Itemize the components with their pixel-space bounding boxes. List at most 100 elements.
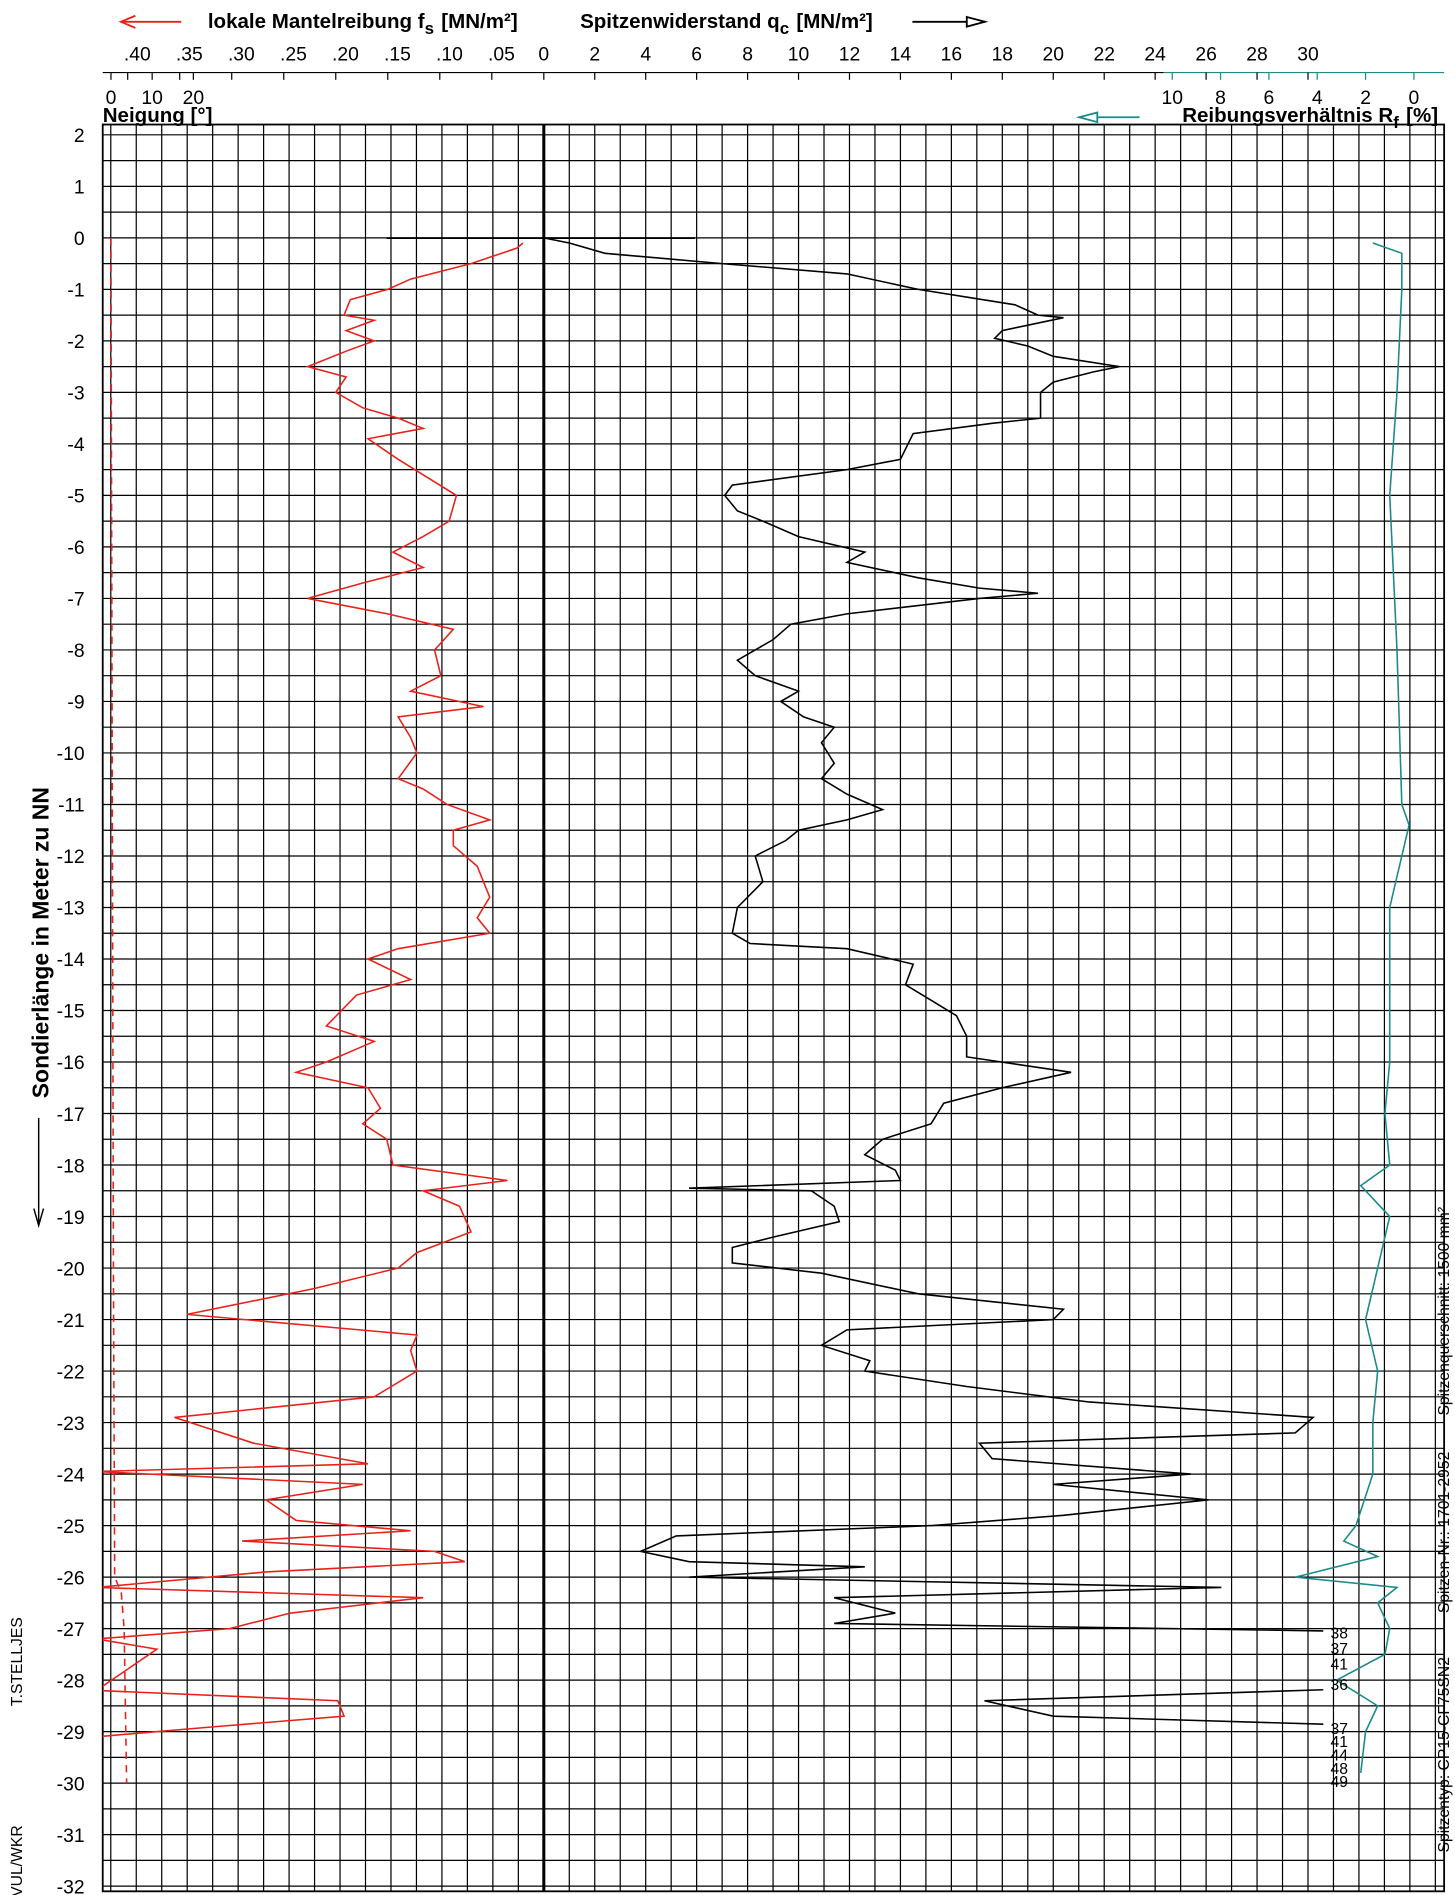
y-tick-label: -17	[57, 1105, 85, 1126]
data	[102, 237, 1410, 1784]
x-tick-label: .05	[488, 44, 515, 65]
off-scale-label: 49	[1331, 1774, 1348, 1791]
neigung-tick-label: 0	[106, 88, 117, 109]
off-scale-label: 44	[1331, 1747, 1349, 1764]
y-tick-label: -18	[57, 1156, 85, 1177]
y-tick-label: -30	[57, 1774, 85, 1795]
axis-title-unit: [%]	[1406, 104, 1438, 127]
x-tick-label: .30	[228, 44, 255, 65]
y-tick-label: -26	[57, 1568, 85, 1589]
probe-note: Spitzentyp: CP15-CF75SN2	[1436, 1657, 1453, 1853]
y-tick-label: -25	[57, 1517, 85, 1538]
neigung-tick-label: 10	[141, 88, 163, 109]
operator: T.STELLJES	[9, 1617, 26, 1706]
rf-tick-label: 2	[1360, 88, 1371, 109]
y-tick-label: 0	[74, 229, 85, 250]
axis-title-unit: [MN/m²]	[796, 10, 872, 33]
x-tick-label: 12	[839, 44, 861, 65]
y-tick-label: -4	[67, 435, 84, 456]
off-scale-label: 41	[1331, 1657, 1348, 1674]
y-tick-label: -13	[57, 899, 85, 920]
x-tick-label: 4	[640, 44, 651, 65]
y-tick-label: -12	[57, 847, 85, 868]
x-tick-label: .20	[332, 44, 359, 65]
x-tick-label: 2	[589, 44, 600, 65]
y-tick-label: -19	[57, 1208, 85, 1229]
y-tick-label: -11	[58, 796, 85, 817]
axis-title-unit: [MN/m²]	[441, 10, 517, 33]
axis-title-sub: s	[425, 19, 434, 38]
y-tick-label: -21	[57, 1311, 85, 1332]
y-tick-label: -5	[67, 487, 84, 508]
y-tick-label: -1	[67, 281, 84, 302]
x-tick-label: 20	[1043, 44, 1065, 65]
x-tick-label: .35	[176, 44, 203, 65]
x-tick-label: 30	[1297, 44, 1319, 65]
x-tick-label: .40	[124, 44, 151, 65]
x-tick-label: 6	[691, 44, 702, 65]
axis-title-sub: c	[780, 19, 789, 38]
x-tick-label: 10	[788, 44, 810, 65]
line-qc	[543, 237, 1324, 1725]
y-tick-label: -3	[67, 384, 84, 405]
plot-frame	[101, 123, 1446, 1893]
y-tick-label: -9	[67, 693, 84, 714]
data-qc	[543, 237, 1324, 1725]
off-scale-label: 41	[1331, 1734, 1348, 1751]
y-tick-label: -6	[67, 538, 84, 559]
y-tick-label: -22	[57, 1362, 85, 1383]
line-fs	[102, 242, 524, 1738]
x-tick-label: .10	[436, 44, 463, 65]
rf-arrow	[1075, 111, 1140, 124]
rf-tick-label: 10	[1161, 88, 1183, 109]
y-tick-label: -32	[57, 1877, 85, 1895]
y-tick-label: -8	[67, 641, 84, 662]
off-scale-label: 48	[1331, 1761, 1349, 1778]
off-scale-label: 37	[1331, 1721, 1348, 1738]
x-tick-label: 24	[1144, 44, 1166, 65]
axis-title-text: lokale Mantelreibung f	[208, 10, 425, 33]
rf-tick-label: 6	[1264, 88, 1275, 109]
x-tick-label: 0	[538, 44, 549, 65]
x-tick-label: 22	[1093, 44, 1115, 65]
y-tick-label: 2	[74, 126, 85, 147]
x-tick-label: 18	[992, 44, 1014, 65]
x-tick-label: 8	[742, 44, 753, 65]
y-tick-label: -14	[57, 950, 85, 971]
x-tick-label: .15	[384, 44, 411, 65]
y-tick-label: -2	[67, 332, 84, 353]
y-tick-label: -16	[57, 1053, 85, 1074]
probe-note: Spitzen-Nr.: 1701-2952	[1436, 1452, 1453, 1614]
axis-title: Spitzenwiderstand qc [MN/m²]	[580, 10, 873, 38]
axis-title-text: Reibungsverhältnis R	[1182, 104, 1393, 127]
y-tick-label: 1	[74, 178, 85, 199]
rf-tick-label: 0	[1409, 88, 1420, 109]
rf-tick-label: 4	[1312, 88, 1323, 109]
y-axis-label: Sondierlänge in Meter zu NN	[27, 787, 53, 1098]
probe-note: Spitzenquerschnitt: 1500 mm²	[1436, 1207, 1453, 1416]
y-tick-label: -10	[57, 744, 85, 765]
y-tick-label: -23	[57, 1414, 85, 1435]
y-tick-label: -31	[57, 1826, 85, 1847]
off-scale-label: 37	[1331, 1641, 1348, 1658]
rf-tick-label: 8	[1215, 88, 1226, 109]
off-scale-label: 38	[1331, 1626, 1349, 1643]
x-tick-label: 14	[890, 44, 912, 65]
off-scale-label: 36	[1331, 1677, 1349, 1694]
x-tick-label: 28	[1246, 44, 1267, 65]
x-tick-label: 26	[1195, 44, 1217, 65]
line-rf	[1295, 242, 1410, 1773]
x-tick-label: 16	[941, 44, 963, 65]
axis-title-text: Spitzenwiderstand q	[580, 10, 780, 33]
axis-title-sub: f	[1393, 113, 1399, 132]
qc-arrow	[912, 15, 989, 28]
axis-title: Reibungsverhältnis Rf [%]	[1182, 104, 1438, 132]
y-tick-label: -20	[57, 1259, 85, 1280]
y-tick-label: -7	[67, 590, 84, 611]
y-tick-label: -24	[57, 1465, 85, 1486]
neigung-tick-label: 20	[183, 88, 205, 109]
axis-title: lokale Mantelreibung fs [MN/m²]	[208, 10, 518, 38]
